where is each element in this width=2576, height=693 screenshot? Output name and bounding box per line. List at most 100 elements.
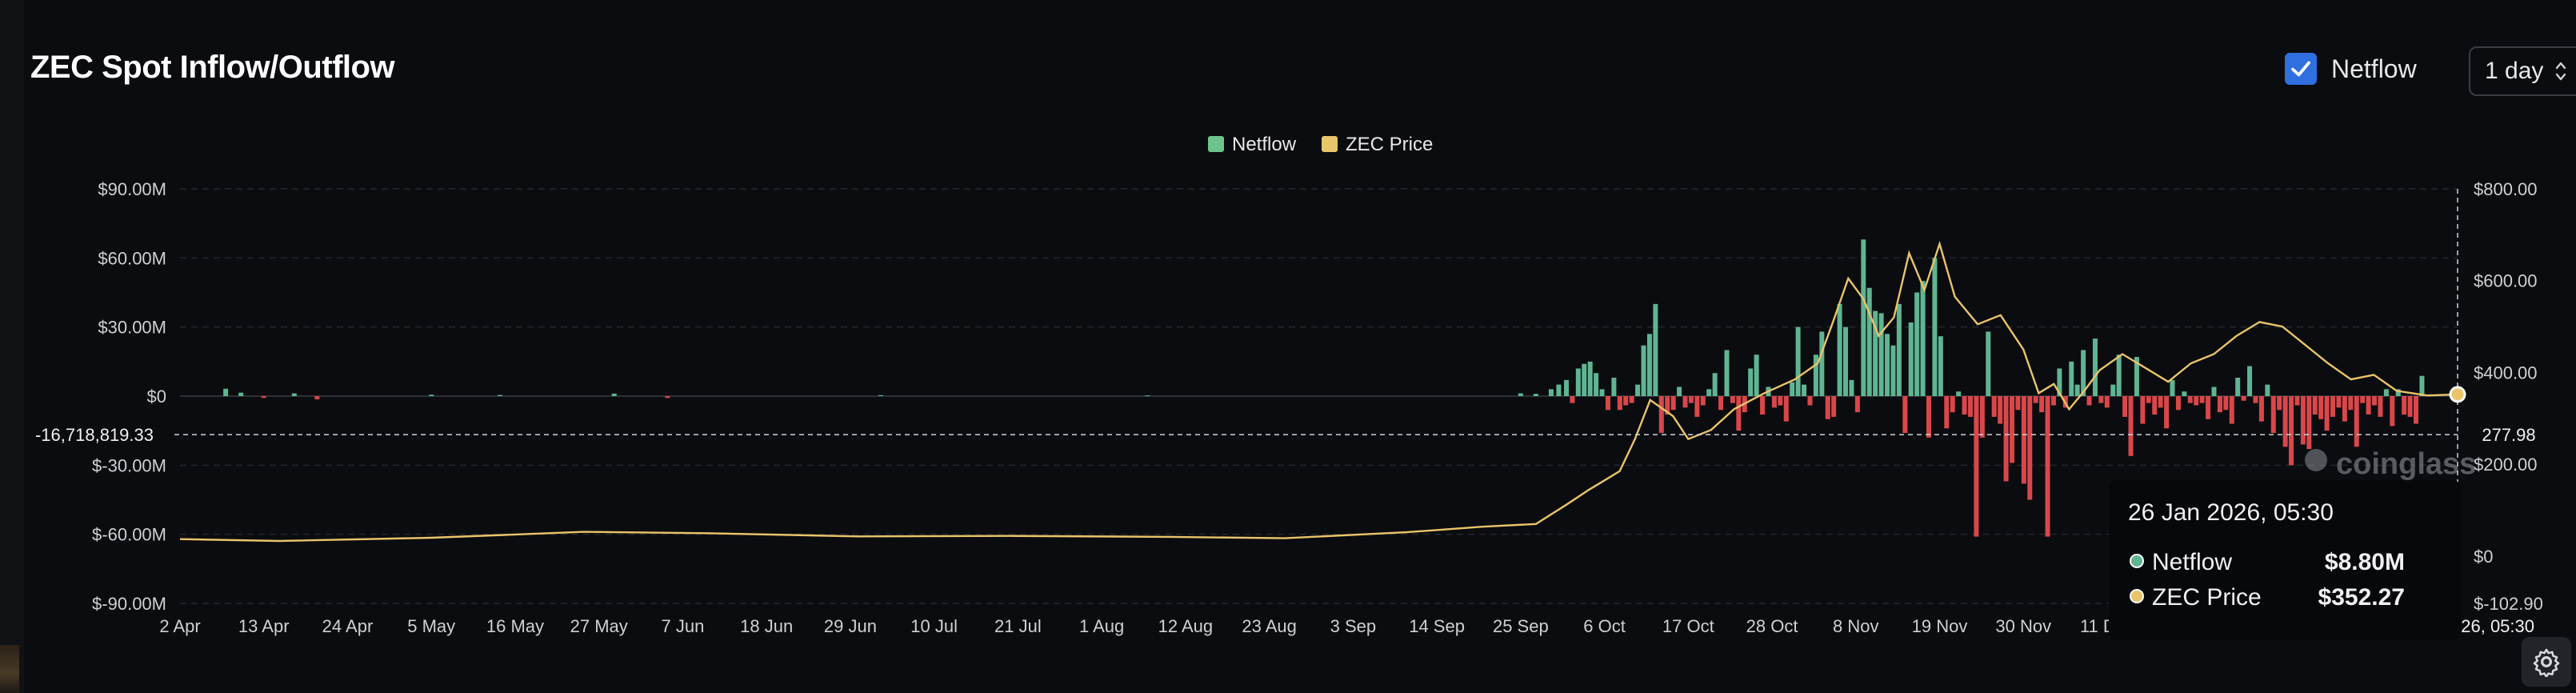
tooltip-price-label: ZEC Price <box>2152 584 2262 611</box>
y-axis-left: $90.00M $60.00M $30.00M $0 $-30.00M $-60.00M $… <box>92 179 166 614</box>
check-icon[interactable] <box>2285 53 2317 85</box>
netflow-bar <box>2390 396 2395 427</box>
netflow-bar <box>2134 357 2139 396</box>
netflow-bar <box>1802 384 1807 396</box>
netflow-bar <box>1533 394 1538 396</box>
netflow-bar <box>2419 375 2425 396</box>
netflow-bar <box>2021 396 2026 484</box>
netflow-bar <box>1145 395 1150 397</box>
netflow-bar <box>2360 396 2366 403</box>
netflow-bar <box>2294 396 2300 406</box>
netflow-bar <box>2366 396 2371 415</box>
chevron-updown-icon <box>2556 62 2566 81</box>
netflow-bar <box>429 395 434 396</box>
netflow-bar <box>1688 396 1694 403</box>
netflow-bar <box>2330 396 2336 417</box>
netflow-bar <box>1570 396 1575 403</box>
netflow-bar <box>1890 345 1896 396</box>
netflow-bar <box>1819 331 1825 396</box>
netflow-bar <box>1706 389 1712 396</box>
netflow-bar <box>497 395 502 396</box>
x-tick-label: 13 Apr <box>238 616 290 636</box>
crosshair-y-right-label: 277.98 <box>2482 425 2535 445</box>
netflow-bar <box>1873 310 1878 396</box>
x-tick-label: 19 Nov <box>1912 616 1968 636</box>
netflow-bar <box>1718 396 1724 411</box>
y-right-tick-label: $200.00 <box>2474 455 2538 475</box>
x-tick-label: 18 Jun <box>740 616 793 636</box>
netflow-bar <box>2092 338 2098 396</box>
netflow-bar <box>1665 396 1670 415</box>
netflow-bar <box>2152 396 2158 415</box>
netflow-bar <box>2206 396 2211 419</box>
y-left-tick-label: $0 <box>147 387 166 407</box>
netflow-bar <box>1783 396 1789 422</box>
legend-item-price[interactable]: ZEC Price <box>1346 134 1433 155</box>
interval-select[interactable]: 1 day <box>2469 46 2576 96</box>
netflow-bar <box>2265 384 2270 396</box>
netflow-bar <box>1974 396 1979 537</box>
netflow-bar <box>1991 396 1997 417</box>
x-tick-label: 16 May <box>486 616 544 636</box>
netflow-bar <box>1908 322 1914 396</box>
netflow-bar <box>1563 379 1569 396</box>
netflow-bar <box>2098 396 2104 403</box>
gear-icon <box>2533 648 2560 677</box>
x-tick-label: 29 Jun <box>824 616 877 636</box>
netflow-bar <box>1670 396 1676 411</box>
netflow-bar <box>2057 368 2062 396</box>
netflow-bar <box>1902 396 1908 434</box>
netflow-bar <box>1623 396 1629 406</box>
netflow-bar <box>1920 281 1926 396</box>
netflow-bar <box>1854 396 1860 413</box>
x-tick-label: 6 Oct <box>1583 616 1626 636</box>
netflow-bar <box>1956 391 1962 396</box>
netflow-bar <box>2039 396 2045 413</box>
netflow-bar <box>2289 396 2294 466</box>
x-tick-label: 24 Apr <box>322 616 374 636</box>
x-tick-label: 2 Apr <box>159 616 200 636</box>
netflow-bar <box>2187 396 2193 403</box>
x-tick-label: 7 Jun <box>662 616 705 636</box>
netflow-bar <box>2402 396 2407 415</box>
netflow-bar <box>2015 396 2021 411</box>
legend-item-netflow[interactable]: Netflow <box>1232 134 1297 155</box>
x-tick-label: 17 Oct <box>1662 616 1714 636</box>
y-right-tick-label: $600.00 <box>2474 271 2538 291</box>
tooltip-netflow-dot <box>2130 554 2144 568</box>
x-tick-label: 5 May <box>407 616 455 636</box>
netflow-bar <box>2182 391 2187 396</box>
netflow-bar <box>2282 396 2288 447</box>
x-tick-label: 8 Nov <box>1833 616 1878 636</box>
settings-button[interactable] <box>2522 637 2571 687</box>
netflow-toggle[interactable]: Netflow <box>2285 53 2417 85</box>
netflow-bar <box>1926 396 1932 438</box>
netflow-bar <box>1878 313 1884 396</box>
netflow-bar <box>2354 396 2359 447</box>
netflow-bar <box>1998 396 2003 424</box>
netflow-bar <box>1641 345 1646 396</box>
netflow-bar <box>1866 287 1872 396</box>
netflow-bar <box>2300 396 2306 445</box>
netflow-bar <box>2033 396 2038 403</box>
netflow-bar <box>2235 377 2241 396</box>
netflow-bar <box>1754 355 1759 396</box>
netflow-bar <box>1771 396 1777 408</box>
netflow-bar <box>2312 396 2318 415</box>
netflow-bar <box>1635 384 1641 396</box>
netflow-bar <box>2110 384 2116 396</box>
netflow-bar <box>2027 396 2033 500</box>
netflow-bar <box>1950 396 1955 413</box>
netflow-bar <box>261 396 266 399</box>
netflow-bar <box>1837 303 1842 396</box>
chart-legend: Netflow ZEC Price <box>1208 134 1433 155</box>
netflow-bar <box>1575 368 1581 396</box>
netflow-bar <box>223 388 229 396</box>
x-axis: 2 Apr 13 Apr 24 Apr 5 May 16 May 27 May 7 Jun 1… <box>159 616 2134 636</box>
netflow-bar <box>2170 379 2175 396</box>
netflow-bar <box>2045 396 2050 537</box>
netflow-bar <box>1629 396 1634 403</box>
netflow-bar <box>2247 366 2253 396</box>
netflow-bar <box>1748 368 1754 396</box>
